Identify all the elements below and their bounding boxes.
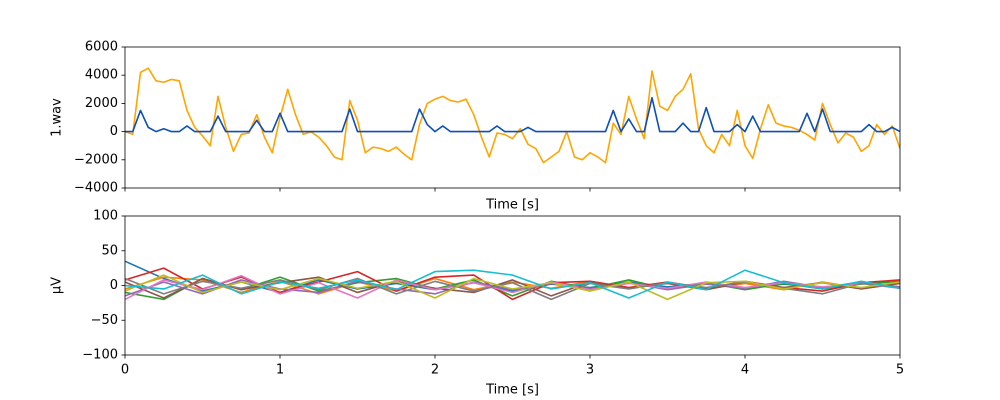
y-tick-label: 50 [101,243,118,258]
data-line [125,96,900,133]
plot-area [125,67,900,164]
x-tick-label: 0 [121,363,129,378]
x-axis-label: Time [s] [485,383,539,398]
y-tick-label: 2000 [85,96,118,111]
x-tick-label: 3 [586,363,594,378]
y-tick-label: 6000 [85,40,118,55]
x-axis-label: Time [s] [485,198,539,213]
y-tick-label: 0 [110,278,118,293]
y-tick-label: 100 [93,209,118,224]
data-line [125,269,900,299]
data-line [125,67,900,164]
x-tick-label: 2 [431,363,439,378]
y-tick-label: −100 [82,348,118,363]
plot-area [125,260,900,301]
y-tick-label: −50 [91,313,118,328]
y-tick-label: 0 [110,124,118,139]
axes-frame [124,46,901,189]
y-tick-label: 4000 [85,68,118,83]
y-tick-label: −4000 [74,181,118,196]
x-tick-label: 1 [276,363,284,378]
y-tick-label: −2000 [74,152,118,167]
y-axis-label: 1.wav [50,98,65,137]
data-line [125,274,900,301]
data-line [125,274,900,301]
x-tick-label: 4 [741,363,749,378]
y-axis-label: µV [50,277,65,294]
x-tick-label: 5 [896,363,904,378]
